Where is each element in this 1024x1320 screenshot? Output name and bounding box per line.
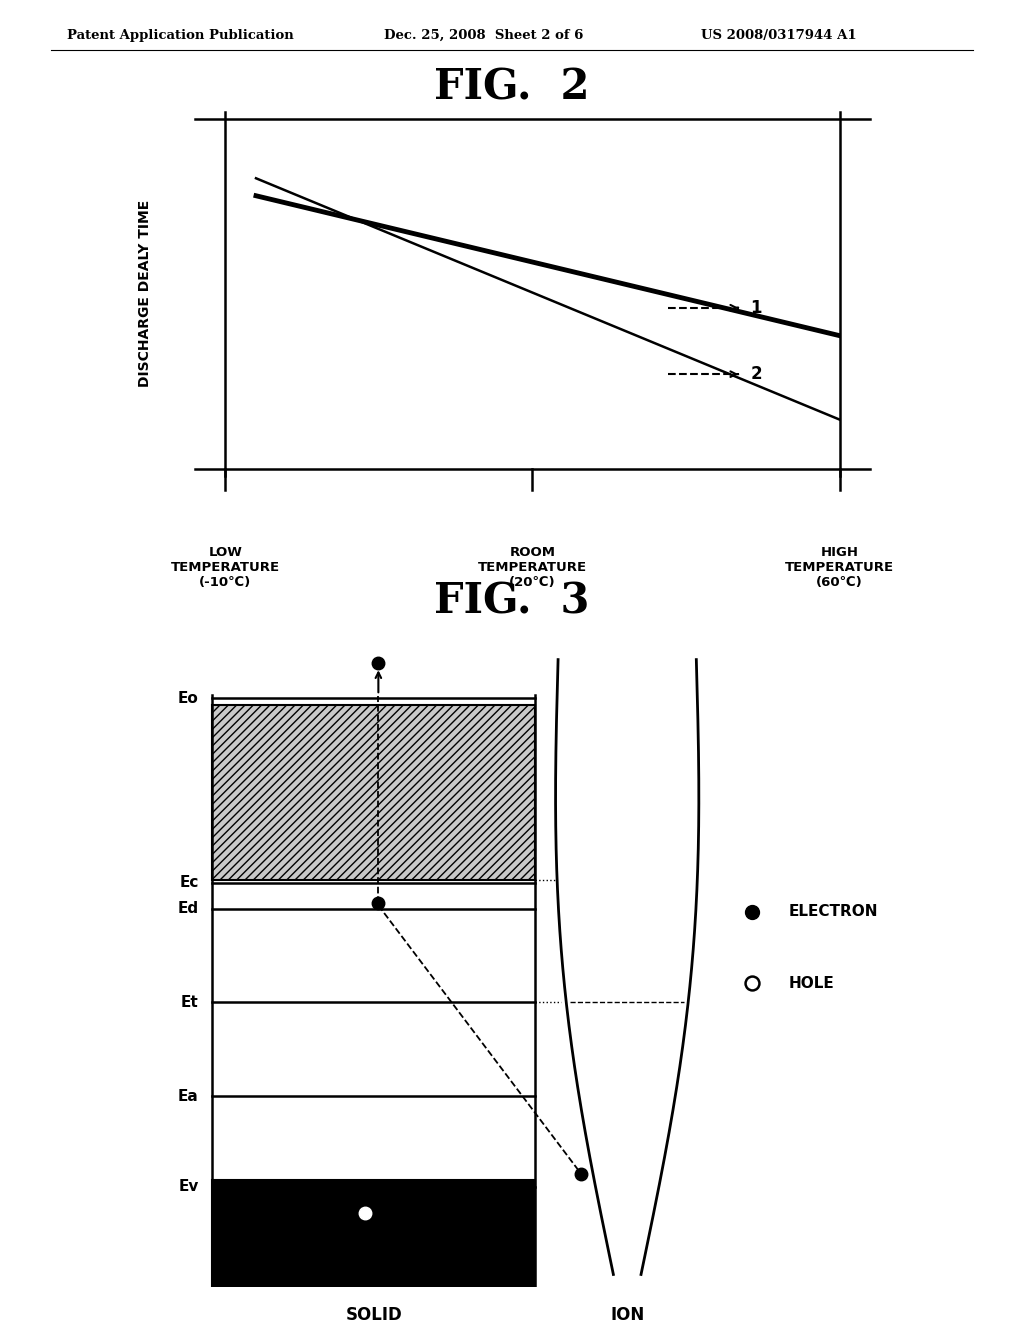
Text: FIG.  3: FIG. 3	[434, 581, 590, 623]
Text: US 2008/0317944 A1: US 2008/0317944 A1	[701, 29, 857, 42]
Text: Ec: Ec	[179, 875, 199, 890]
Text: 1: 1	[751, 298, 762, 317]
Text: 2: 2	[751, 366, 762, 383]
Text: Et: Et	[181, 995, 199, 1010]
Text: Ev: Ev	[178, 1179, 199, 1195]
Text: Ed: Ed	[177, 902, 199, 916]
Text: Patent Application Publication: Patent Application Publication	[67, 29, 293, 42]
Text: Dec. 25, 2008  Sheet 2 of 6: Dec. 25, 2008 Sheet 2 of 6	[384, 29, 584, 42]
Bar	[213, 1180, 536, 1287]
Text: Ea: Ea	[178, 1089, 199, 1104]
Text: ION: ION	[610, 1307, 644, 1320]
Text: ELECTRON: ELECTRON	[788, 904, 878, 919]
Text: LOW
TEMPERATURE
(-10℃): LOW TEMPERATURE (-10℃)	[171, 545, 280, 589]
Bar	[213, 705, 536, 879]
Text: FIG.  2: FIG. 2	[434, 66, 590, 108]
Text: SOLID: SOLID	[345, 1307, 402, 1320]
Text: ROOM
TEMPERATURE
(20℃): ROOM TEMPERATURE (20℃)	[478, 545, 587, 589]
Text: DISCHARGE DEALY TIME: DISCHARGE DEALY TIME	[138, 201, 153, 387]
Text: HIGH
TEMPERATURE
(60℃): HIGH TEMPERATURE (60℃)	[785, 545, 894, 589]
Text: Eo: Eo	[178, 690, 199, 706]
Text: HOLE: HOLE	[788, 975, 835, 990]
